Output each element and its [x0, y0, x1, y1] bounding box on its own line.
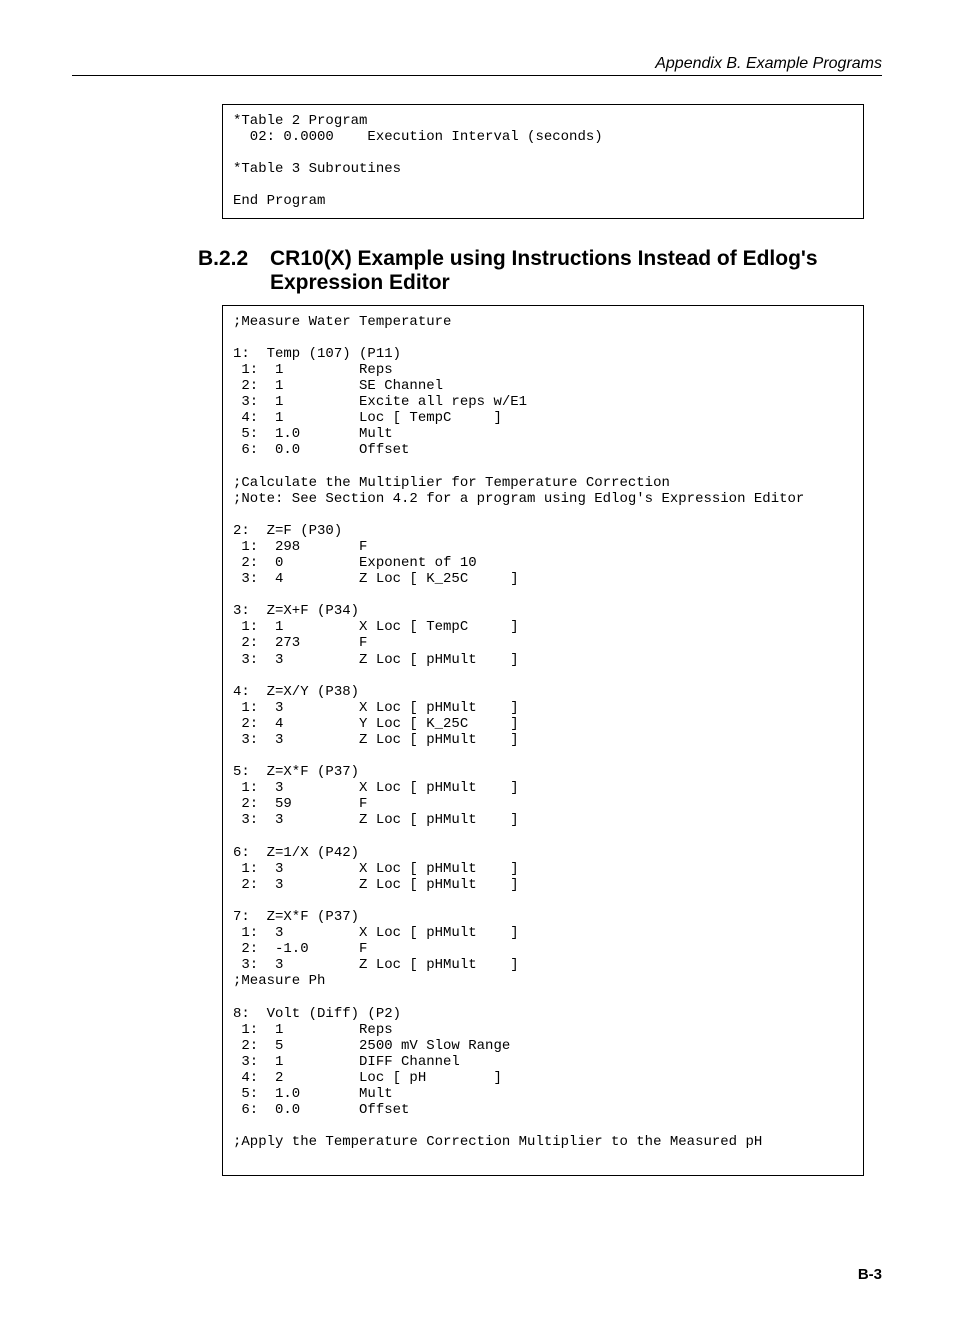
- code-line: [233, 587, 853, 603]
- code-line: 4: Z=X/Y (P38): [233, 684, 853, 700]
- code-line: ;Note: See Section 4.2 for a program usi…: [233, 491, 853, 507]
- code-line: 3: Z=X+F (P34): [233, 603, 853, 619]
- code-line: 6: 0.0 Offset: [233, 1102, 853, 1118]
- code-line: [233, 177, 853, 193]
- code-line: [233, 330, 853, 346]
- code-line: ;Measure Ph: [233, 973, 853, 989]
- code-line: 3: 3 Z Loc [ pHMult ]: [233, 732, 853, 748]
- code-line: 02: 0.0000 Execution Interval (seconds): [233, 129, 853, 145]
- code-line: 1: 3 X Loc [ pHMult ]: [233, 780, 853, 796]
- code-line: 2: 3 Z Loc [ pHMult ]: [233, 877, 853, 893]
- code-line: 2: 5 2500 mV Slow Range: [233, 1038, 853, 1054]
- code-line: 1: Temp (107) (P11): [233, 346, 853, 362]
- code-line: 1: 298 F: [233, 539, 853, 555]
- code-line: 5: 1.0 Mult: [233, 1086, 853, 1102]
- code-line: 1: 3 X Loc [ pHMult ]: [233, 861, 853, 877]
- code-box-1: *Table 2 Program 02: 0.0000 Execution In…: [222, 104, 864, 219]
- code-line: 2: 4 Y Loc [ K_25C ]: [233, 716, 853, 732]
- section-number: B.2.2: [198, 247, 270, 271]
- code-line: [233, 893, 853, 909]
- code-line: 6: Z=1/X (P42): [233, 845, 853, 861]
- page-footer: B-3: [72, 1266, 882, 1283]
- code-line: 6: 0.0 Offset: [233, 442, 853, 458]
- code-line: 2: -1.0 F: [233, 941, 853, 957]
- code-line: ;Apply the Temperature Correction Multip…: [233, 1134, 853, 1150]
- code-line: [233, 990, 853, 1006]
- code-line: 8: Volt (Diff) (P2): [233, 1006, 853, 1022]
- section-heading: B.2.2CR10(X) Example using Instructions …: [198, 247, 882, 295]
- code-line: 4: 1 Loc [ TempC ]: [233, 410, 853, 426]
- code-line: 2: 273 F: [233, 635, 853, 651]
- code-line: 5: Z=X*F (P37): [233, 764, 853, 780]
- code-line: [233, 145, 853, 161]
- code-line: 2: 1 SE Channel: [233, 378, 853, 394]
- code-line: 2: Z=F (P30): [233, 523, 853, 539]
- code-line: [233, 829, 853, 845]
- code-line: [233, 748, 853, 764]
- code-line: End Program: [233, 193, 853, 209]
- code-line: 3: 3 Z Loc [ pHMult ]: [233, 812, 853, 828]
- code-line: 1: 1 X Loc [ TempC ]: [233, 619, 853, 635]
- code-line: [233, 668, 853, 684]
- code-line: [233, 1150, 853, 1166]
- code-line: 1: 1 Reps: [233, 1022, 853, 1038]
- code-line: 1: 3 X Loc [ pHMult ]: [233, 925, 853, 941]
- code-line: *Table 2 Program: [233, 113, 853, 129]
- code-line: 2: 59 F: [233, 796, 853, 812]
- code-line: ;Measure Water Temperature: [233, 314, 853, 330]
- code-line: [233, 507, 853, 523]
- code-line: 7: Z=X*F (P37): [233, 909, 853, 925]
- code-line: 3: 1 Excite all reps w/E1: [233, 394, 853, 410]
- code-line: 5: 1.0 Mult: [233, 426, 853, 442]
- code-line: 4: 2 Loc [ pH ]: [233, 1070, 853, 1086]
- header-text: Appendix B. Example Programs: [72, 55, 882, 73]
- code-line: *Table 3 Subroutines: [233, 161, 853, 177]
- section-title: CR10(X) Example using Instructions Inste…: [270, 247, 830, 295]
- page-header: Appendix B. Example Programs: [72, 55, 882, 76]
- code-line: [233, 1118, 853, 1134]
- code-line: [233, 458, 853, 474]
- code-line: ;Calculate the Multiplier for Temperatur…: [233, 475, 853, 491]
- code-line: 1: 1 Reps: [233, 362, 853, 378]
- code-box-2: ;Measure Water Temperature 1: Temp (107)…: [222, 305, 864, 1176]
- code-line: 3: 1 DIFF Channel: [233, 1054, 853, 1070]
- code-line: 3: 3 Z Loc [ pHMult ]: [233, 957, 853, 973]
- code-line: 3: 4 Z Loc [ K_25C ]: [233, 571, 853, 587]
- code-line: 3: 3 Z Loc [ pHMult ]: [233, 652, 853, 668]
- code-line: 1: 3 X Loc [ pHMult ]: [233, 700, 853, 716]
- page-container: Appendix B. Example Programs *Table 2 Pr…: [0, 0, 954, 1323]
- code-line: 2: 0 Exponent of 10: [233, 555, 853, 571]
